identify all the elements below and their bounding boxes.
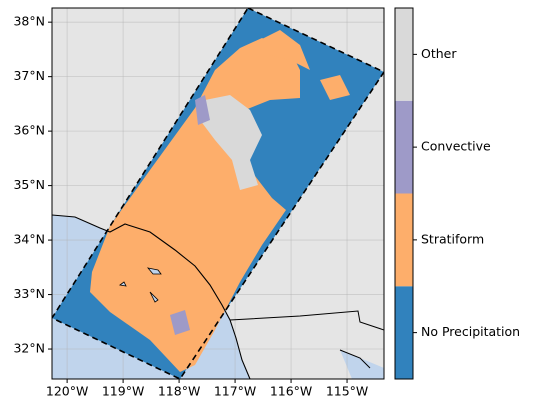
islands xyxy=(119,267,162,303)
x-tick-label: 118°W xyxy=(158,384,200,399)
colorbar-label: Other xyxy=(421,46,457,61)
x-tick-label: 117°W xyxy=(214,384,256,399)
stratiform-patch xyxy=(320,75,350,100)
border xyxy=(229,310,384,331)
coastline xyxy=(52,214,251,379)
colorbar: No Precipitation Stratiform Convective Othe… xyxy=(394,7,520,380)
convective-patch xyxy=(170,310,190,335)
map-frame xyxy=(51,7,385,380)
colorbar-label: Stratiform xyxy=(421,231,484,246)
y-tick-label: 35°N xyxy=(13,177,45,192)
colorbar-segment xyxy=(395,8,413,101)
y-tick-label: 37°N xyxy=(13,68,45,83)
map xyxy=(52,8,384,379)
colorbar-label: No Precipitation xyxy=(421,324,520,339)
y-tick-label: 36°N xyxy=(13,123,45,138)
x-tick-label: 120°W xyxy=(46,384,88,399)
colorbar-segment xyxy=(395,193,413,287)
stratiform-area xyxy=(90,38,300,372)
colorbar-segment xyxy=(395,286,413,379)
y-tick-label: 38°N xyxy=(13,14,45,29)
stratiform-patch xyxy=(260,30,310,70)
x-tick-label: 115°W xyxy=(326,384,368,399)
colorbar-label: Convective xyxy=(421,139,491,154)
y-tick-label: 33°N xyxy=(13,286,45,301)
y-tick-label: 34°N xyxy=(13,232,45,247)
colorbar-frame xyxy=(394,7,414,380)
other-area xyxy=(200,95,262,190)
x-tick-label: 119°W xyxy=(102,384,144,399)
x-tick-label: 116°W xyxy=(270,384,312,399)
gulf xyxy=(340,350,384,379)
convective-patch xyxy=(195,95,210,125)
coastline xyxy=(339,349,371,369)
y-tick-label: 32°N xyxy=(13,341,45,356)
swath-outline xyxy=(52,8,384,379)
colorbar-segment xyxy=(395,100,413,194)
